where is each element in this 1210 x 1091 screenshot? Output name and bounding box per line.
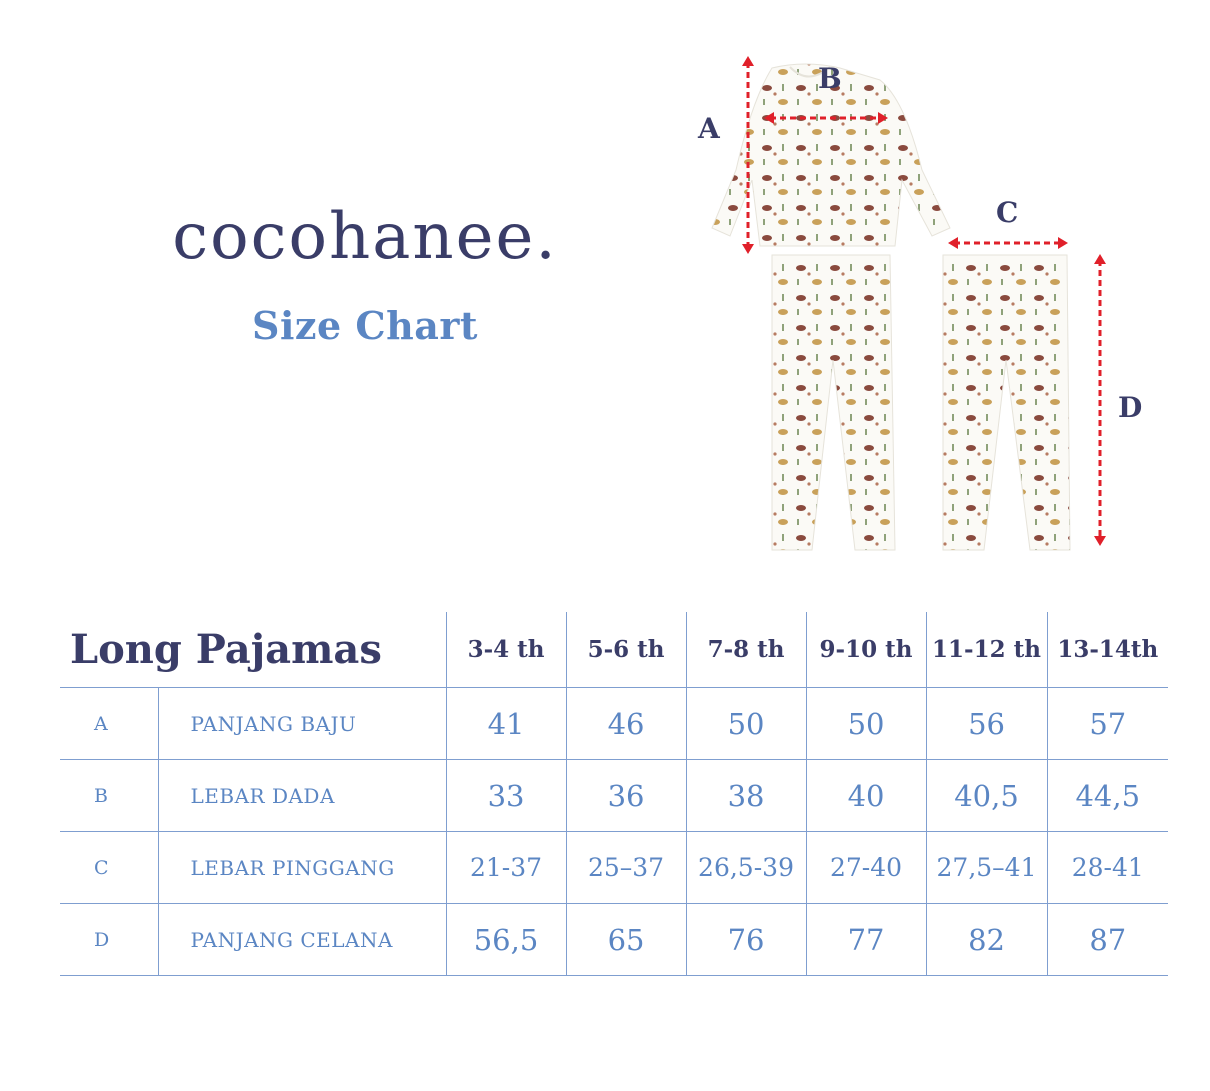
table-cell: 77	[805, 903, 927, 976]
table-cell: 28-41	[1046, 831, 1169, 904]
table-cell: 27-40	[805, 831, 927, 904]
table-row: D PANJANG CELANA 56,5 65 76 77 82 87	[60, 903, 1169, 976]
row-code: D	[60, 903, 158, 976]
table-cell: 76	[685, 903, 807, 976]
label-d: D	[1118, 391, 1142, 424]
table-cell: 50	[805, 687, 927, 760]
size-header: 3-4 th	[445, 612, 567, 688]
label-a: A	[697, 112, 721, 145]
row-label: LEBAR PINGGANG	[157, 831, 447, 904]
table-row: A PANJANG BAJU 41 46 50 50 56 57	[60, 687, 1169, 760]
page-subtitle: Size Chart	[252, 303, 478, 348]
table-cell: 38	[685, 759, 807, 832]
table-cell: 41	[445, 687, 567, 760]
table-cell: 27,5–41	[925, 831, 1048, 904]
brand-logo: cocohanee.	[172, 200, 558, 274]
size-header: 9-10 th	[805, 612, 927, 688]
table-cell: 46	[565, 687, 687, 760]
pants-garment-right	[942, 254, 1071, 551]
table-header-row: Long Pajamas 3-4 th 5-6 th 7-8 th 9-10 t…	[60, 612, 1169, 688]
table-cell: 87	[1046, 903, 1169, 976]
size-table: Long Pajamas 3-4 th 5-6 th 7-8 th 9-10 t…	[60, 612, 1169, 976]
table-cell: 40	[805, 759, 927, 832]
table-cell: 56,5	[445, 903, 567, 976]
brand-block: cocohanee. Size Chart	[130, 205, 600, 348]
row-code: B	[60, 759, 158, 832]
row-label: PANJANG BAJU	[157, 687, 447, 760]
size-header: 5-6 th	[565, 612, 687, 688]
size-header: 13-14th	[1046, 612, 1169, 688]
table-cell: 57	[1046, 687, 1169, 760]
table-row: B LEBAR DADA 33 36 38 40 40,5 44,5	[60, 759, 1169, 832]
size-header: 7-8 th	[685, 612, 807, 688]
row-label: PANJANG CELANA	[157, 903, 447, 976]
table-cell: 36	[565, 759, 687, 832]
row-code: C	[60, 831, 158, 904]
label-b: B	[818, 62, 842, 95]
table-cell: 26,5-39	[685, 831, 807, 904]
table-cell: 44,5	[1046, 759, 1169, 832]
table-title: Long Pajamas	[70, 626, 382, 673]
table-cell: 25–37	[565, 831, 687, 904]
table-cell: 50	[685, 687, 807, 760]
table-cell: 33	[445, 759, 567, 832]
row-label: LEBAR DADA	[157, 759, 447, 832]
size-header: 11-12 th	[925, 612, 1048, 688]
pants-garment-left	[771, 254, 896, 551]
pajama-illustration: A B C D	[697, 56, 1142, 551]
table-row: C LEBAR PINGGANG 21-37 25–37 26,5-39 27-…	[60, 831, 1169, 904]
row-code: A	[60, 687, 158, 760]
table-cell: 82	[925, 903, 1048, 976]
label-c: C	[996, 196, 1018, 229]
table-cell: 40,5	[925, 759, 1048, 832]
table-cell: 56	[925, 687, 1048, 760]
table-cell: 65	[565, 903, 687, 976]
table-cell: 21-37	[445, 831, 567, 904]
